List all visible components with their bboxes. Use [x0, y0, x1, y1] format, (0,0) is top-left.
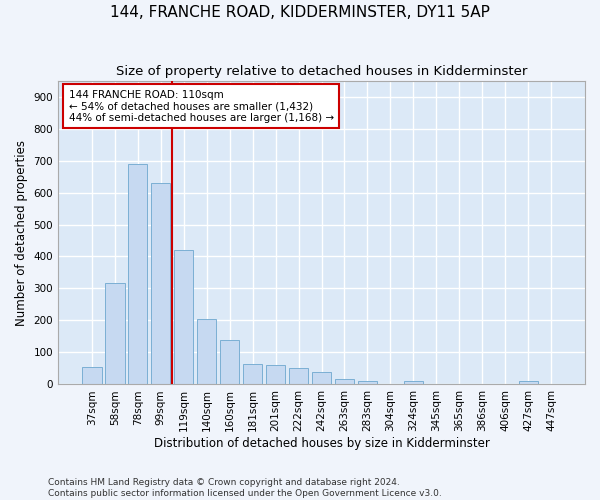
Bar	[243, 364, 262, 384]
Bar	[312, 372, 331, 384]
Text: 144, FRANCHE ROAD, KIDDERMINSTER, DY11 5AP: 144, FRANCHE ROAD, KIDDERMINSTER, DY11 5…	[110, 5, 490, 20]
Bar	[105, 282, 125, 384]
X-axis label: Distribution of detached houses by size in Kidderminster: Distribution of detached houses by size …	[154, 437, 490, 450]
Bar	[404, 382, 423, 384]
Text: Contains HM Land Registry data © Crown copyright and database right 2024.
Contai: Contains HM Land Registry data © Crown c…	[48, 478, 442, 498]
Y-axis label: Number of detached properties: Number of detached properties	[15, 140, 28, 326]
Bar	[151, 183, 170, 384]
Bar	[197, 319, 217, 384]
Bar	[220, 340, 239, 384]
Bar	[128, 164, 148, 384]
Bar	[335, 378, 354, 384]
Bar	[174, 250, 193, 384]
Bar	[289, 368, 308, 384]
Bar	[358, 382, 377, 384]
Text: 144 FRANCHE ROAD: 110sqm
← 54% of detached houses are smaller (1,432)
44% of sem: 144 FRANCHE ROAD: 110sqm ← 54% of detach…	[68, 90, 334, 123]
Bar	[82, 367, 101, 384]
Bar	[266, 366, 286, 384]
Bar	[518, 382, 538, 384]
Title: Size of property relative to detached houses in Kidderminster: Size of property relative to detached ho…	[116, 65, 527, 78]
